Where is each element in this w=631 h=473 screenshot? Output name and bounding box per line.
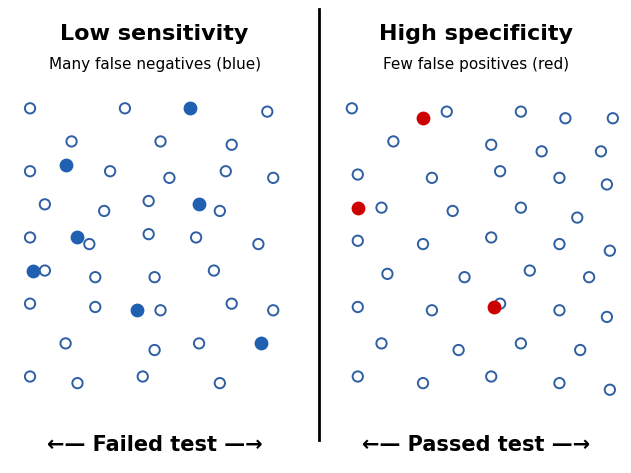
Point [227, 300, 237, 307]
Point [73, 234, 83, 241]
Point [536, 148, 546, 155]
Point [602, 313, 612, 321]
Point [454, 346, 464, 354]
Point [353, 237, 363, 245]
Point [185, 105, 195, 112]
Point [418, 240, 428, 248]
Point [555, 307, 565, 314]
Point [40, 267, 50, 274]
Point [227, 141, 237, 149]
Point [61, 340, 71, 347]
Point [105, 167, 115, 175]
Text: Low sensitivity: Low sensitivity [61, 24, 249, 44]
Point [40, 201, 50, 208]
Point [90, 273, 100, 281]
Point [254, 240, 264, 248]
Point [215, 379, 225, 387]
Point [194, 340, 204, 347]
Point [353, 171, 363, 178]
Point [61, 161, 71, 168]
Text: Many false negatives (blue): Many false negatives (blue) [49, 57, 261, 72]
Point [347, 105, 357, 112]
Point [602, 181, 612, 188]
Point [377, 204, 387, 211]
Point [262, 108, 273, 115]
Point [268, 174, 278, 182]
Point [256, 340, 266, 347]
Point [516, 340, 526, 347]
Point [604, 247, 615, 254]
Point [215, 207, 225, 215]
Point [418, 114, 428, 122]
Point [353, 303, 363, 311]
Point [221, 167, 231, 175]
Point [85, 240, 95, 248]
Point [560, 114, 570, 122]
Point [377, 340, 387, 347]
Text: ←— Failed test —→: ←— Failed test —→ [47, 435, 262, 455]
Point [144, 230, 154, 238]
Point [99, 207, 109, 215]
Point [486, 141, 496, 149]
Point [120, 105, 130, 112]
Point [418, 379, 428, 387]
Point [382, 270, 392, 278]
Point [516, 108, 526, 115]
Point [459, 273, 469, 281]
Point [442, 108, 452, 115]
Point [608, 114, 618, 122]
Point [427, 174, 437, 182]
Point [555, 240, 565, 248]
Text: High specificity: High specificity [379, 24, 574, 44]
Point [388, 138, 398, 145]
Point [489, 303, 499, 311]
Point [604, 386, 615, 394]
Point [486, 234, 496, 241]
Point [90, 303, 100, 311]
Point [73, 379, 83, 387]
Point [596, 148, 606, 155]
Point [25, 105, 35, 112]
Point [132, 307, 142, 314]
Point [525, 267, 535, 274]
Point [138, 373, 148, 380]
Point [185, 105, 195, 112]
Point [25, 373, 35, 380]
Point [164, 174, 174, 182]
Point [194, 201, 204, 208]
Point [25, 167, 35, 175]
Point [495, 300, 505, 307]
Point [555, 174, 565, 182]
Point [575, 346, 586, 354]
Point [191, 234, 201, 241]
Point [268, 307, 278, 314]
Point [516, 204, 526, 211]
Point [155, 138, 165, 145]
Point [150, 346, 160, 354]
Point [25, 300, 35, 307]
Point [486, 373, 496, 380]
Point [28, 267, 38, 274]
Point [155, 307, 165, 314]
Point [584, 273, 594, 281]
Point [353, 373, 363, 380]
Point [427, 307, 437, 314]
Point [150, 273, 160, 281]
Point [572, 214, 582, 221]
Text: ←— Passed test —→: ←— Passed test —→ [362, 435, 591, 455]
Point [66, 138, 76, 145]
Point [447, 207, 457, 215]
Point [144, 197, 154, 205]
Point [495, 167, 505, 175]
Point [209, 267, 219, 274]
Text: Few false positives (red): Few false positives (red) [384, 57, 569, 72]
Point [25, 234, 35, 241]
Point [555, 379, 565, 387]
Point [353, 204, 363, 211]
